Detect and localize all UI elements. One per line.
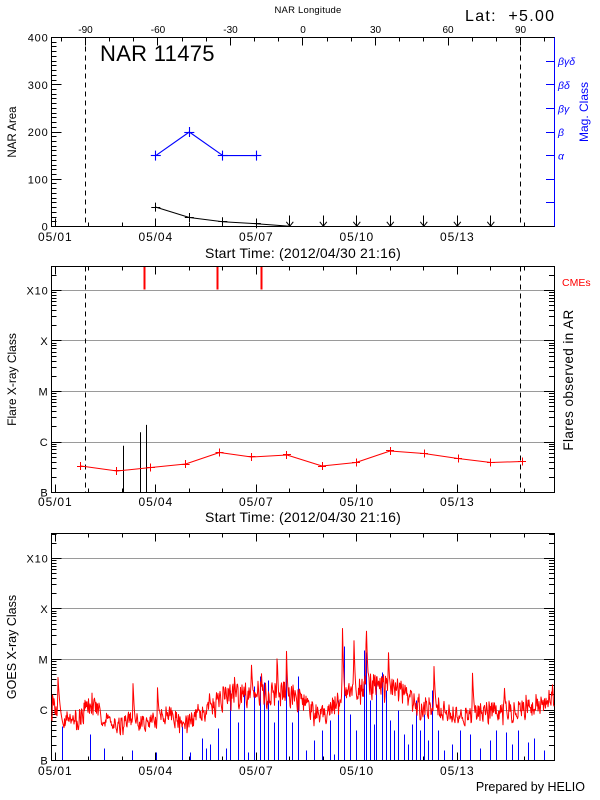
svg-text:X10: X10 bbox=[27, 554, 49, 566]
svg-text:05/04: 05/04 bbox=[139, 495, 174, 509]
svg-text:Flares observed in AR: Flares observed in AR bbox=[561, 309, 576, 450]
svg-text:05/04: 05/04 bbox=[139, 230, 174, 244]
svg-text:200: 200 bbox=[28, 127, 49, 139]
svg-text:B: B bbox=[40, 488, 48, 500]
svg-text:05/10: 05/10 bbox=[340, 495, 375, 509]
svg-text:β: β bbox=[557, 127, 564, 139]
svg-text:Start Time: (2012/04/30 21:16): Start Time: (2012/04/30 21:16) bbox=[205, 245, 401, 261]
svg-text:Mag. Class: Mag. Class bbox=[577, 82, 591, 142]
svg-text:-90: -90 bbox=[78, 25, 93, 36]
svg-text:CMEs: CMEs bbox=[562, 277, 591, 289]
svg-text:100: 100 bbox=[28, 174, 49, 186]
svg-text:05/10: 05/10 bbox=[340, 764, 375, 778]
svg-text:C: C bbox=[40, 437, 49, 449]
svg-text:05/07: 05/07 bbox=[239, 764, 274, 778]
svg-text:Flare X-ray Class: Flare X-ray Class bbox=[5, 333, 19, 426]
svg-text:400: 400 bbox=[28, 33, 49, 45]
svg-text:0: 0 bbox=[42, 222, 49, 234]
svg-text:NAR 11475: NAR 11475 bbox=[100, 41, 215, 66]
svg-text:0: 0 bbox=[300, 25, 306, 36]
svg-text:NAR Area: NAR Area bbox=[7, 106, 19, 158]
svg-text:05/13: 05/13 bbox=[440, 495, 475, 509]
svg-text:βδ: βδ bbox=[557, 80, 570, 92]
svg-text:βγ: βγ bbox=[557, 103, 570, 115]
svg-text:90: 90 bbox=[515, 25, 527, 36]
svg-text:α: α bbox=[558, 151, 565, 163]
svg-text:NAR Longitude: NAR Longitude bbox=[274, 5, 341, 16]
svg-text:05/01: 05/01 bbox=[38, 230, 73, 244]
svg-text:βγδ: βγδ bbox=[557, 56, 575, 68]
svg-text:X: X bbox=[40, 604, 48, 616]
svg-text:Lat: +5.00: Lat: +5.00 bbox=[465, 8, 555, 25]
svg-text:Prepared by HELIO: Prepared by HELIO bbox=[476, 780, 585, 794]
svg-text:60: 60 bbox=[442, 25, 454, 36]
svg-text:B: B bbox=[40, 756, 48, 768]
svg-text:30: 30 bbox=[370, 25, 382, 36]
svg-text:Start Time: (2012/04/30 21:16): Start Time: (2012/04/30 21:16) bbox=[205, 509, 401, 525]
svg-text:X: X bbox=[40, 336, 48, 348]
svg-text:M: M bbox=[39, 387, 49, 399]
svg-text:X10: X10 bbox=[27, 286, 49, 298]
svg-text:300: 300 bbox=[28, 80, 49, 92]
svg-text:-60: -60 bbox=[151, 25, 166, 36]
svg-text:-30: -30 bbox=[223, 25, 238, 36]
svg-text:05/04: 05/04 bbox=[139, 764, 174, 778]
svg-text:05/10: 05/10 bbox=[340, 230, 375, 244]
svg-text:05/01: 05/01 bbox=[38, 764, 73, 778]
svg-text:05/13: 05/13 bbox=[440, 764, 475, 778]
svg-text:C: C bbox=[40, 705, 49, 717]
svg-text:05/01: 05/01 bbox=[38, 495, 73, 509]
svg-text:05/07: 05/07 bbox=[239, 495, 274, 509]
svg-text:GOES X-ray Class: GOES X-ray Class bbox=[5, 595, 19, 699]
svg-text:05/13: 05/13 bbox=[440, 230, 475, 244]
svg-text:M: M bbox=[39, 655, 49, 667]
svg-text:05/07: 05/07 bbox=[239, 230, 274, 244]
